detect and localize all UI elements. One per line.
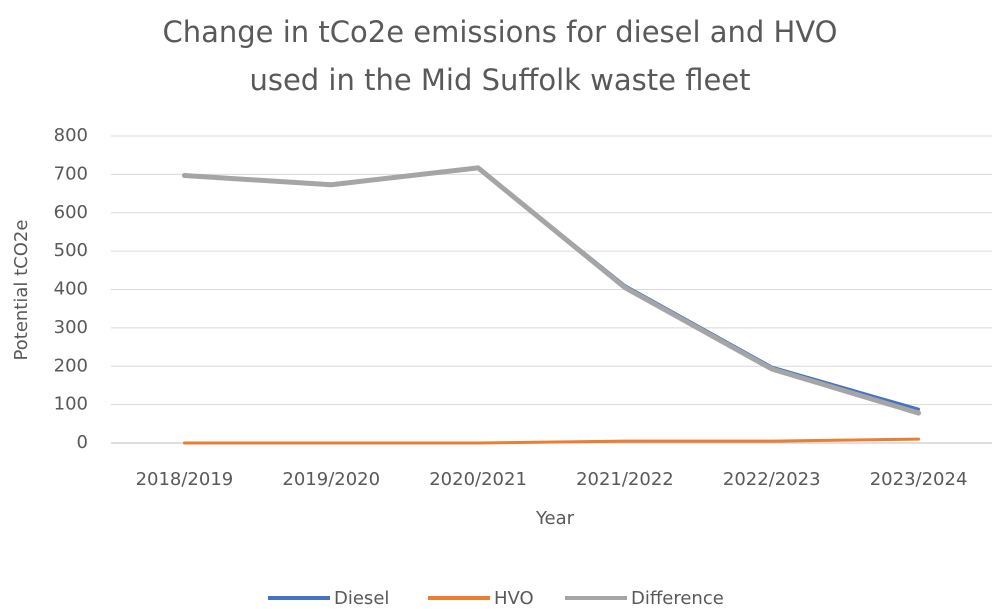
y-tick-label: 700 [54,163,88,184]
y-tick-label: 600 [54,202,88,223]
line-series [182,437,921,445]
x-tick-label: 2021/2022 [576,469,674,490]
y-axis-label: Potential tCO2e [11,220,32,361]
y-tick-label: 0 [77,432,88,453]
y-tick-label: 100 [54,394,88,415]
legend-label: Difference [631,588,724,609]
x-tick-label: 2018/2019 [136,469,234,490]
y-tick-label: 200 [54,355,88,376]
x-tick-label: 2020/2021 [429,469,527,490]
x-axis-label: Year [535,508,575,529]
line-series [181,165,922,416]
line-series [182,166,921,411]
y-tick-label: 800 [54,125,88,146]
y-tick-label: 400 [54,279,88,300]
x-tick-label: 2019/2020 [282,469,380,490]
legend-label: Diesel [334,588,389,609]
chart-title: Change in tCo2e emissions for diesel and… [162,15,838,97]
x-tick-label: 2022/2023 [723,469,821,490]
y-tick-label: 500 [54,240,88,261]
legend-label: HVO [494,588,534,609]
x-tick-label: 2023/2024 [870,469,968,490]
y-tick-label: 300 [54,317,88,338]
